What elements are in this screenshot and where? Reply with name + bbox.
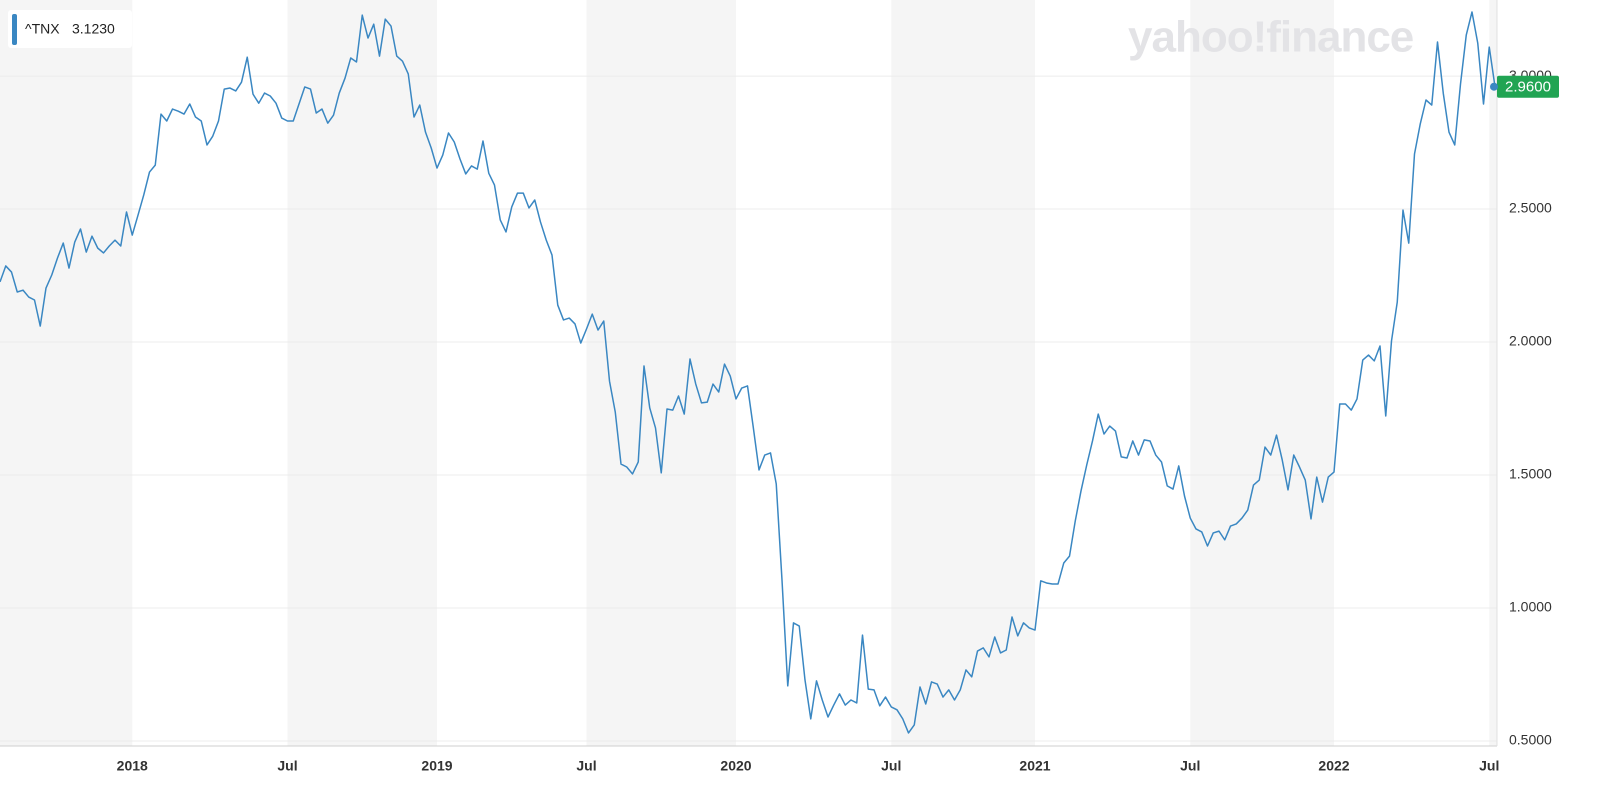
- y-tick-label: 2.5000: [1509, 200, 1552, 216]
- plot: [0, 11, 1496, 734]
- legend-box: [8, 10, 132, 48]
- band: [1190, 0, 1334, 746]
- watermark: yahoo!finance: [1128, 13, 1413, 62]
- grid: [0, 75, 1497, 742]
- price-line: [0, 11, 1496, 734]
- y-tick-label: 1.5000: [1509, 466, 1552, 482]
- bands: [0, 0, 1497, 746]
- x-tick-label: 2021: [1019, 758, 1050, 774]
- x-tick-label: Jul: [1479, 758, 1499, 774]
- legend-symbol: ^TNX: [25, 21, 60, 37]
- band: [586, 0, 736, 746]
- current-price-badge: [1497, 75, 1559, 98]
- y-tick-label: 0.5000: [1509, 732, 1552, 748]
- band: [287, 0, 437, 746]
- x-tick-label: Jul: [1180, 758, 1200, 774]
- y-tick-label: 2.0000: [1509, 333, 1552, 349]
- current-price: 2.9600: [1490, 75, 1559, 98]
- x-tick-label: Jul: [881, 758, 901, 774]
- legend-price: 3.1230: [72, 21, 115, 37]
- band: [1489, 0, 1497, 746]
- x-tick-label: 2022: [1318, 758, 1349, 774]
- current-price-label: 2.9600: [1505, 79, 1551, 96]
- band: [891, 0, 1035, 746]
- x-tick-label: 2019: [421, 758, 452, 774]
- legend: ^TNX 3.1230: [8, 10, 132, 48]
- x-tick-label: Jul: [277, 758, 297, 774]
- x-tick-label: 2018: [117, 758, 148, 774]
- x-tick-label: 2020: [720, 758, 751, 774]
- y-tick-label: 1.0000: [1509, 599, 1552, 615]
- current-price-dot: [1490, 82, 1498, 91]
- legend-swatch: [12, 14, 17, 45]
- x-tick-label: Jul: [576, 758, 596, 774]
- band: [0, 0, 133, 746]
